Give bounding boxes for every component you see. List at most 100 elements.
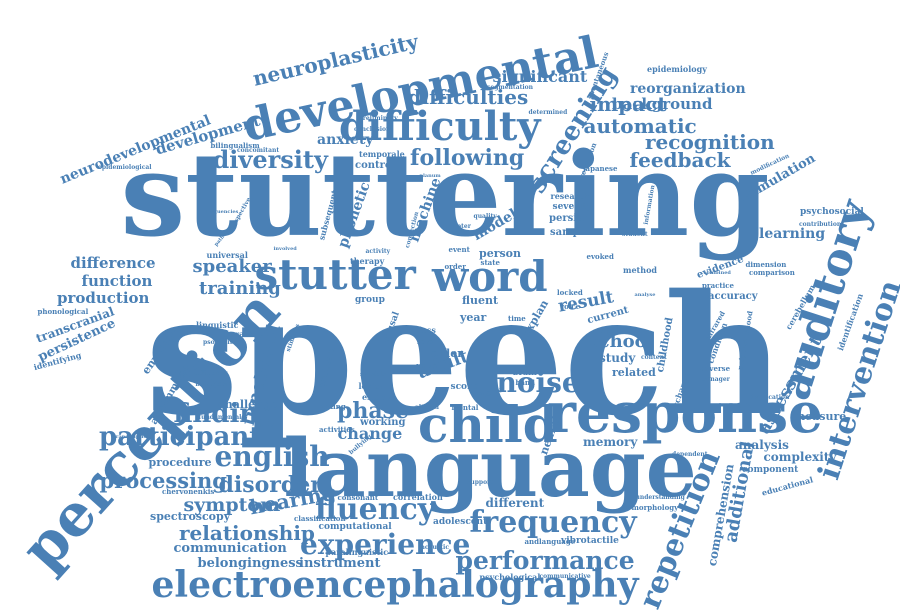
cloud-word: chapter (445, 224, 471, 230)
cloud-word: contribution (799, 222, 841, 228)
cloud-word: persian (549, 214, 591, 224)
cloud-word: accuracy (708, 292, 758, 302)
cloud-word: instrument (299, 557, 381, 570)
cloud-word: locking (317, 403, 346, 410)
cloud-word: chervonenkis (162, 488, 214, 495)
cloud-word: voice (560, 303, 580, 310)
cloud-word: classification (294, 515, 346, 522)
cloud-word: therapy (350, 257, 384, 265)
cloud-word: paralinguistic (326, 548, 389, 556)
cloud-word: state (481, 259, 500, 266)
cloud-word: altered (415, 405, 439, 411)
cloud-word: anxiety (317, 133, 373, 147)
cloud-word: activities (319, 426, 355, 433)
cloud-word: complexity (764, 451, 837, 463)
cloud-word: research (551, 192, 590, 200)
cloud-word: activity (366, 249, 391, 255)
cloud-word: esteem (362, 393, 394, 401)
cloud-word: behavioral (196, 382, 231, 388)
cloud-word: older (431, 348, 463, 359)
cloud-word: brain (513, 368, 537, 376)
cloud-word: fever (417, 338, 437, 345)
cloud-word: universal (207, 251, 248, 259)
cloud-word: band (516, 379, 535, 386)
cloud-word: training (199, 280, 281, 298)
cloud-word: implication (751, 395, 789, 401)
cloud-word: acoustic (421, 545, 449, 551)
cloud-word: lexical (359, 382, 388, 390)
cloud-word: spectroscopy (150, 511, 230, 522)
cloud-word: adolescent (433, 518, 487, 527)
cloud-word: communicative (540, 574, 591, 580)
cloud-word: content (641, 355, 667, 361)
cloud-word: difference (71, 256, 156, 271)
cloud-word: linguistic (196, 321, 238, 329)
cloud-word: group (355, 296, 385, 305)
cloud-word: understanding (636, 495, 685, 501)
cloud-word: epidemiological (98, 165, 152, 171)
cloud-word: epidemiology (647, 65, 707, 73)
cloud-word: different (486, 497, 545, 509)
cloud-word: speaker (193, 258, 272, 276)
cloud-word: determined (529, 110, 568, 116)
cloud-word: event (449, 246, 470, 253)
cloud-word: learning (759, 227, 825, 241)
cloud-word: dimension (746, 261, 787, 268)
cloud-word: conclusion (354, 127, 390, 133)
cloud-word: analyse (635, 293, 656, 298)
cloud-word: loss (419, 326, 436, 334)
cloud-word: planum (420, 174, 441, 179)
cloud-word: school (589, 333, 654, 351)
cloud-word: andlanguage (525, 538, 576, 545)
cloud-word: quality (474, 214, 497, 220)
cloud-word: noise (497, 369, 580, 397)
cloud-word: frequencies (206, 210, 239, 215)
cloud-word: psychosocial (800, 208, 864, 217)
cloud-word: consonant (338, 494, 379, 501)
cloud-word: challenge (218, 399, 278, 410)
cloud-word: diffluency (195, 371, 228, 377)
cloud-word: temporale (359, 150, 405, 158)
cloud-word: person (479, 248, 521, 259)
cloud-word: fluent (462, 295, 498, 306)
cloud-word: performance (456, 548, 635, 573)
cloud-word: psoriasis (203, 340, 233, 346)
cloud-word: memory (583, 436, 637, 448)
cloud-word: score (451, 383, 478, 392)
cloud-word: measure (794, 411, 847, 422)
cloud-word: transcription (114, 435, 151, 440)
cloud-word: phonological (38, 308, 89, 315)
cloud-word: following (410, 147, 524, 169)
cloud-word: production (57, 291, 149, 306)
cloud-word: morphology (632, 504, 679, 511)
cloud-word: year (460, 312, 486, 323)
cloud-word: background (612, 97, 712, 112)
cloud-word: support (467, 480, 493, 486)
cloud-word: locked (557, 289, 583, 296)
cloud-word: report (600, 329, 621, 335)
cloud-word: control (355, 161, 395, 171)
cloud-word: procedure (149, 457, 212, 468)
cloud-word: method (623, 266, 657, 274)
cloud-word: teenager (700, 377, 730, 383)
cloud-word: severity (553, 203, 592, 212)
cloud-word: function (82, 274, 153, 289)
cloud-word: educational (760, 475, 813, 496)
cloud-word: relationship (179, 523, 315, 543)
cloud-word: frontal (452, 404, 479, 411)
cloud-word: related (612, 367, 656, 378)
cloud-word: practice (702, 282, 734, 289)
cloud-word: duration (224, 330, 263, 338)
cloud-word: comparison (749, 269, 795, 276)
cloud-word: combined (704, 271, 731, 276)
cloud-word: concomitant (237, 148, 279, 154)
cloud-word: reorganization (630, 82, 746, 96)
cloud-word: sample (550, 228, 590, 238)
cloud-word: communication (174, 542, 287, 555)
cloud-word: value (417, 362, 438, 369)
cloud-word: fundamental (199, 415, 242, 421)
cloud-word: working (360, 418, 406, 428)
cloud-word: computational (319, 523, 392, 532)
cloud-word: study (599, 352, 635, 364)
